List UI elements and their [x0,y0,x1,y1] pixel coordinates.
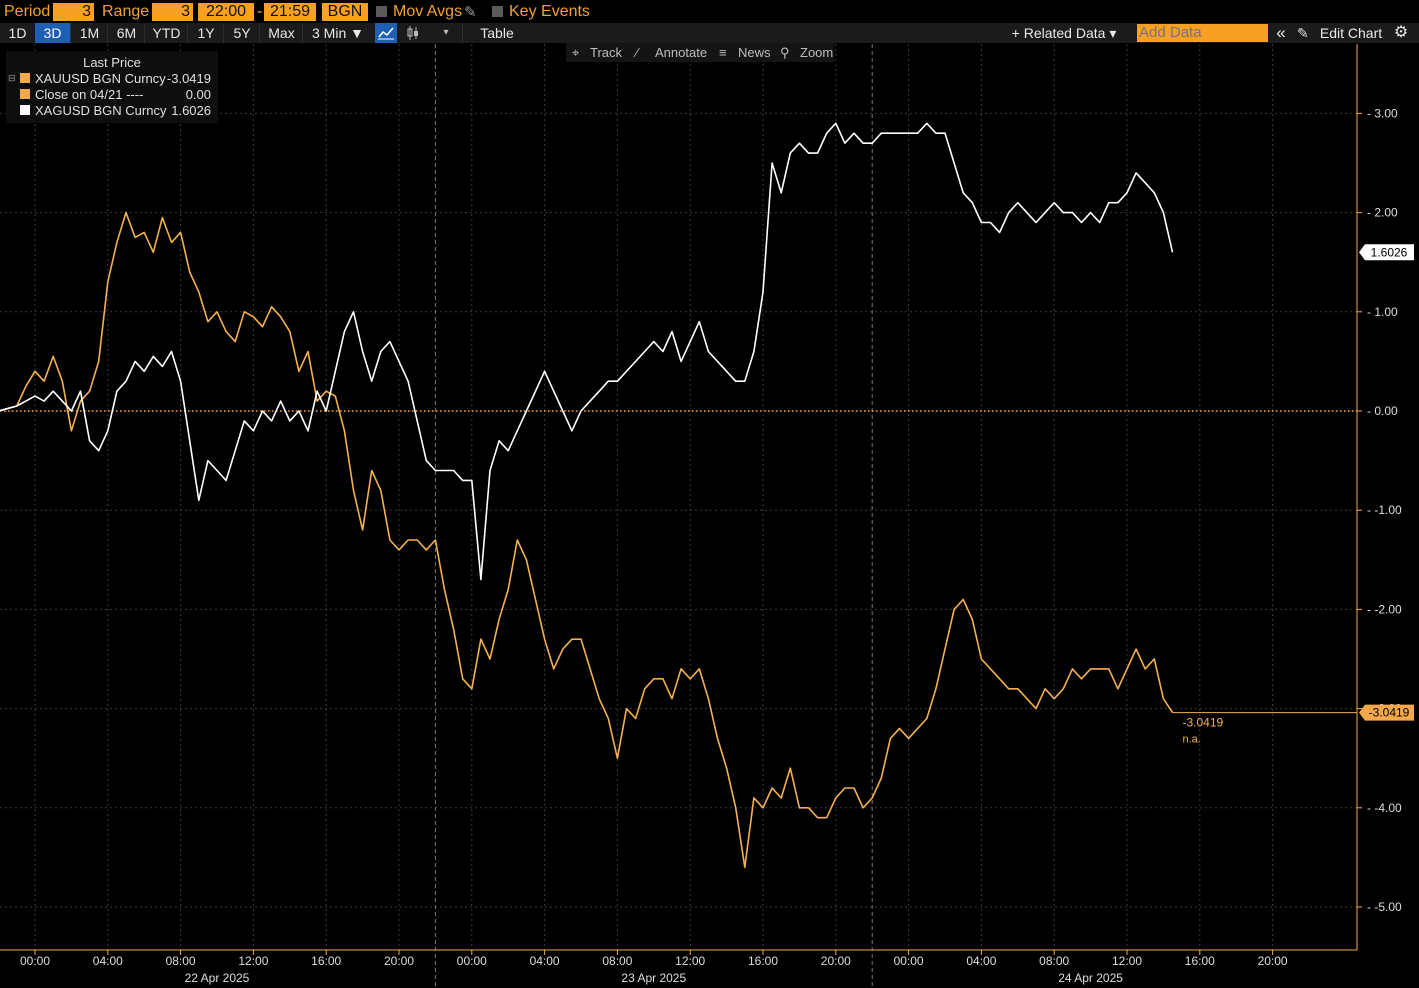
x-tick-label: 08:00 [1039,954,1069,968]
time-dash: - [257,3,263,20]
legend-swatch-close [20,89,30,99]
header-bar: Period 3 Range 3 22:00 - 21:59 BGN Mov A… [0,0,1419,23]
legend-name-silver: XAGUSD BGN Curncy [35,103,167,118]
legend-name-gold: XAUUSD BGN Curncy [35,71,166,86]
gold-last-value-tag-bg [1359,704,1414,721]
key-events-label[interactable]: Key Events [509,3,590,20]
range-button-1y[interactable]: 1Y [187,23,224,43]
y-tick-label: - 3.00 [1367,106,1398,120]
x-tick-label: 16:00 [748,954,778,968]
legend-name-close: Close on 04/21 ---- [35,87,144,102]
add-data-input[interactable] [1137,24,1268,42]
x-tick-label: 00:00 [20,954,50,968]
x-tick-label: 08:00 [166,954,196,968]
day-label: 23 Apr 2025 [621,971,686,985]
legend-value-silver: 1.6026 [171,103,211,118]
x-tick-label: 12:00 [1112,954,1142,968]
zoom-icon: ⚲ [780,45,790,60]
candlestick-icon[interactable] [400,23,426,43]
annotation-bar: ⌖ Track ∕ Annotate ≡ News ⚲ Zoom [566,43,834,62]
annotate-button[interactable]: Annotate [655,45,708,60]
candlestick-glyph [407,26,418,40]
silver-last-value-tag: 1.6026 [1371,245,1408,259]
x-tick-label: 20:00 [384,954,414,968]
x-tick-label: 20:00 [1258,954,1288,968]
range-button-3d[interactable]: 3D [35,23,70,43]
x-tick-label: 16:00 [1185,954,1215,968]
x-tick-label: 20:00 [821,954,851,968]
x-tick-label: 04:00 [966,954,996,968]
news-button[interactable]: News [738,45,771,60]
range-button-max[interactable]: Max [259,23,303,43]
range-button-6m[interactable]: 6M [107,23,145,43]
edit-pencil-icon: ✎ [1297,25,1309,41]
key-events-checkbox[interactable] [492,6,503,17]
pencil-icon[interactable]: ✎ [464,4,477,21]
legend-swatch-silver [20,105,30,115]
mov-avgs-checkbox[interactable] [376,6,387,17]
gold-series-line [0,211,1174,869]
gold-last-annotation: -3.0419 [1183,716,1224,730]
range-button-1d[interactable]: 1D [8,25,27,41]
x-tick-label: 12:00 [238,954,268,968]
x-tick-label: 12:00 [675,954,705,968]
table-button[interactable]: Table [462,23,531,43]
gold-last-value-tag: -3.0419 [1369,706,1410,720]
x-tick-label: 00:00 [457,954,487,968]
day-label: 24 Apr 2025 [1058,971,1123,985]
toolbar: 1D 3D 1M 6M YTD 1Y 5Y Max 3 Min ▼ ▾ Tabl… [0,23,1419,43]
y-tick-label: - -4.00 [1367,801,1402,815]
source-field[interactable]: BGN [322,3,368,21]
range-button-ytd[interactable]: YTD [144,23,188,43]
annotate-pencil-icon: ∕ [636,45,639,60]
legend: Last Price ⊟ XAUUSD BGN Curncy -3.0419 C… [6,51,218,123]
x-tick-label: 00:00 [894,954,924,968]
silver-last-value-tag-bg [1359,244,1414,261]
edit-chart-button[interactable]: Edit Chart [1319,25,1383,41]
related-data-button[interactable]: + Related Data ▾ [1011,25,1117,41]
time-to-field[interactable]: 21:59 [264,3,316,21]
chart-type-dropdown-icon[interactable]: ▾ [443,27,449,38]
x-tick-label: 08:00 [602,954,632,968]
x-tick-label: 16:00 [311,954,341,968]
track-button[interactable]: Track [590,45,623,60]
mov-avgs-label[interactable]: Mov Avgs [393,3,463,20]
day-label: 22 Apr 2025 [185,971,250,985]
gold-na-annotation: n.a. [1183,734,1201,746]
y-tick-label: - 2.00 [1367,206,1398,220]
y-tick-label: - -5.00 [1367,900,1402,914]
period-field[interactable]: 3 [53,3,94,21]
period-label: Period [4,3,51,20]
legend-swatch-gold [20,73,30,83]
line-chart-icon[interactable] [375,23,397,43]
y-tick-label: - -1.00 [1367,503,1402,517]
zoom-button[interactable]: Zoom [800,45,834,60]
x-tick-label: 04:00 [530,954,560,968]
legend-value-gold: -3.0419 [166,71,211,86]
x-tick-label: 04:00 [93,954,123,968]
news-icon: ≡ [719,45,727,60]
interval-dropdown[interactable]: 3 Min ▼ [302,23,373,43]
range-field[interactable]: 3 [152,3,193,21]
gear-icon[interactable]: ⚙ [1393,24,1409,41]
range-label: Range [102,3,150,20]
y-tick-label: - 0.00 [1367,404,1398,418]
collapse-icon[interactable]: « [1276,23,1286,42]
time-from-field[interactable]: 22:00 [198,3,254,21]
legend-header: Last Price [83,55,141,70]
legend-value-close: 0.00 [185,87,211,102]
y-tick-label: - -2.00 [1367,602,1402,616]
y-tick-label: - 1.00 [1367,305,1398,319]
range-button-5y[interactable]: 5Y [223,23,260,43]
range-button-1m[interactable]: 1M [70,23,108,43]
line-chart-glyph [378,27,394,40]
silver-series-line [0,122,1174,581]
crosshair-icon: ⌖ [572,45,580,60]
legend-group-icon[interactable]: ⊟ [8,73,16,83]
